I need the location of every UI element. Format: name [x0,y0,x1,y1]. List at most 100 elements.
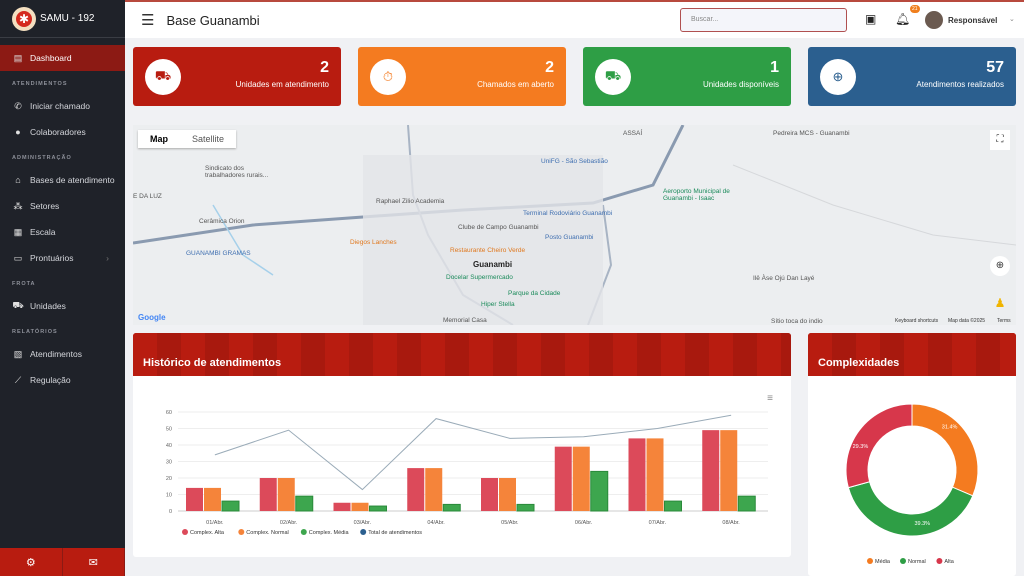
stat-card: ⛟ 1 Unidades disponíveis [583,47,791,106]
legend-marker [867,558,873,564]
chart-line-icon: ⟋ [14,374,22,385]
keyboard-shortcuts-link[interactable]: Keyboard shortcuts [895,318,939,324]
sidebar-item-label: Escala [30,227,56,237]
map[interactable]: Map Satellite ASSAÍ Pedreira MCS - Guanamb… [133,125,1016,325]
map-place-label[interactable]: Ilê Àse Ojú Dan Layé [753,275,815,282]
history-chart: 0 10 20 30 40 50 60 01/Abr. 02/Abr. 03/Abr. 04/Abr… [166,410,768,536]
calendar-icon: ▦ [13,226,23,237]
pie-slice [911,403,979,497]
bell-icon[interactable]: 🔔︎ [895,12,911,26]
y-tick-label: 10 [166,493,172,499]
sidebar-item-label: Unidades [30,301,66,311]
card-label: Atendimentos realizados [916,80,1004,89]
map-place-label[interactable]: Diegos Lanches [350,239,397,246]
avatar[interactable] [925,11,943,29]
map-place-label[interactable]: Memorial Casa [443,317,487,324]
y-tick-label: 40 [166,443,172,449]
legend-label: Complex. Média [309,530,350,536]
sidebar-item[interactable]: ▧ Atendimentos [0,341,125,367]
map-type-satellite[interactable]: Satellite [192,134,225,144]
card-value: 2 [545,59,554,76]
map-place-label[interactable]: Terminal Rodoviário Guanambi [523,210,613,217]
bar [481,478,498,511]
folder-icon: ▭ [13,252,23,263]
map-place-label[interactable]: Sindicato dos trabalhadores rurais... [205,165,269,179]
map-place-label[interactable]: Aeroporto Municipal de Guanambi - Isaac [663,188,730,202]
legend-label: Complex. Normal [246,530,288,536]
sidebar-item-label: Regulação [30,375,71,385]
sidebar-item[interactable]: ⌂ Bases de atendimento [0,167,125,193]
map-place-label[interactable]: Pedreira MCS - Guanambi [773,130,850,137]
ambulance-icon: ⛟ [12,300,24,310]
sidebar-item[interactable]: ▦ Escala [0,219,125,245]
card-value: 2 [320,59,329,76]
slice-label: 39.3% [914,521,930,527]
fullscreen-button[interactable]: ⛶ [990,130,1010,150]
search-input[interactable]: Buscar... [680,8,847,32]
sidebar-item[interactable]: ⁂ Setores [0,193,125,219]
phone-icon: ✆ [14,100,22,111]
bar [221,500,240,512]
card-label: Chamados em aberto [477,80,554,89]
card-icon: ⊕ [820,59,856,95]
sidebar-item-label: Colaboradores [30,127,86,137]
bar [204,487,221,511]
y-tick-label: 0 [169,509,172,515]
y-tick-label: 30 [166,460,172,466]
bar [702,430,720,511]
history-title: Histórico de atendimentos [133,333,791,376]
legend-label: Normal [908,559,926,565]
location-button[interactable]: ⊕ [990,256,1010,276]
map-place-label[interactable]: Raphael Zilio Academia [376,198,445,205]
sidebar-item[interactable]: ⟋ Regulação [0,367,125,393]
bar [628,438,646,511]
section-label: FROTA [12,281,36,287]
sidebar-item[interactable]: ● Colaboradores [0,119,125,145]
settings-button[interactable]: ⚙ [0,548,63,576]
map-place-label[interactable]: GUANAMBI GRAMAS [186,250,251,257]
bar [259,478,277,511]
map-place-label[interactable]: Posto Guanambi [545,234,594,241]
map-place-label[interactable]: Restaurante Cheiro Verde [450,247,526,254]
map-place-label[interactable]: ASSAÍ [623,130,643,137]
contacts-icon[interactable]: ▣ [865,12,877,26]
map-place-label[interactable]: Sítio toca do indio [771,318,823,325]
x-tick-label: 07/Abr. [649,520,667,526]
map-place-label[interactable]: Clube de Campo Guanambi [458,224,539,231]
map-place-label[interactable]: Docelar Supermercado [446,274,513,281]
complexity-title: Complexidades [808,333,1016,376]
brand-name: SAMU - 192 [40,13,95,24]
map-place-label[interactable]: Parque da Cidade [508,290,561,297]
bar [499,478,516,511]
card-icon: ⏱ [370,59,406,95]
bar [442,503,461,512]
chat-button[interactable]: ✉ [62,548,125,576]
chart-menu-icon[interactable]: ≡ [767,393,773,404]
sidebar-item[interactable]: ✆ Iniciar chamado [0,93,125,119]
brand[interactable]: ✱ SAMU - 192 [0,0,125,38]
sidebar-item-label: Bases de atendimento [30,175,115,185]
x-tick-label: 01/Abr. [206,520,224,526]
y-tick-label: 50 [166,427,172,433]
terms-link[interactable]: Terms [997,318,1011,324]
bar [277,478,295,511]
sidebar-item[interactable]: ⛟ Unidades [0,293,125,319]
sidebar-item-label: Dashboard [30,53,72,63]
sidebar-item[interactable]: ▭ Prontuários › [0,245,125,271]
map-place-label[interactable]: Hiper Stella [481,301,515,308]
user-icon: ● [15,127,21,137]
map-place-label[interactable]: UniFG - São Sebastião [541,158,608,165]
map-place-label[interactable]: Cerâmica Orion [199,218,245,225]
legend-marker [182,529,188,535]
chevron-down-icon[interactable]: ⌄ [1009,16,1015,23]
monitor-icon: ▤ [13,52,23,63]
card-label: Unidades disponíveis [702,80,779,89]
sidebar-item[interactable]: ▤ Dashboard [0,45,125,71]
map-place-label[interactable]: E DA LUZ [133,193,162,200]
sidebar: ✱ SAMU - 192 ▤ Dashboard ATENDIMENTOS ✆ Inici… [0,0,125,576]
user-name[interactable]: Responsável [948,16,998,25]
map-type-map[interactable]: Map [150,134,168,144]
card-value: 1 [770,59,779,76]
pegman-icon[interactable]: ♟ [994,296,1006,310]
menu-icon[interactable]: ☰ [141,12,155,29]
